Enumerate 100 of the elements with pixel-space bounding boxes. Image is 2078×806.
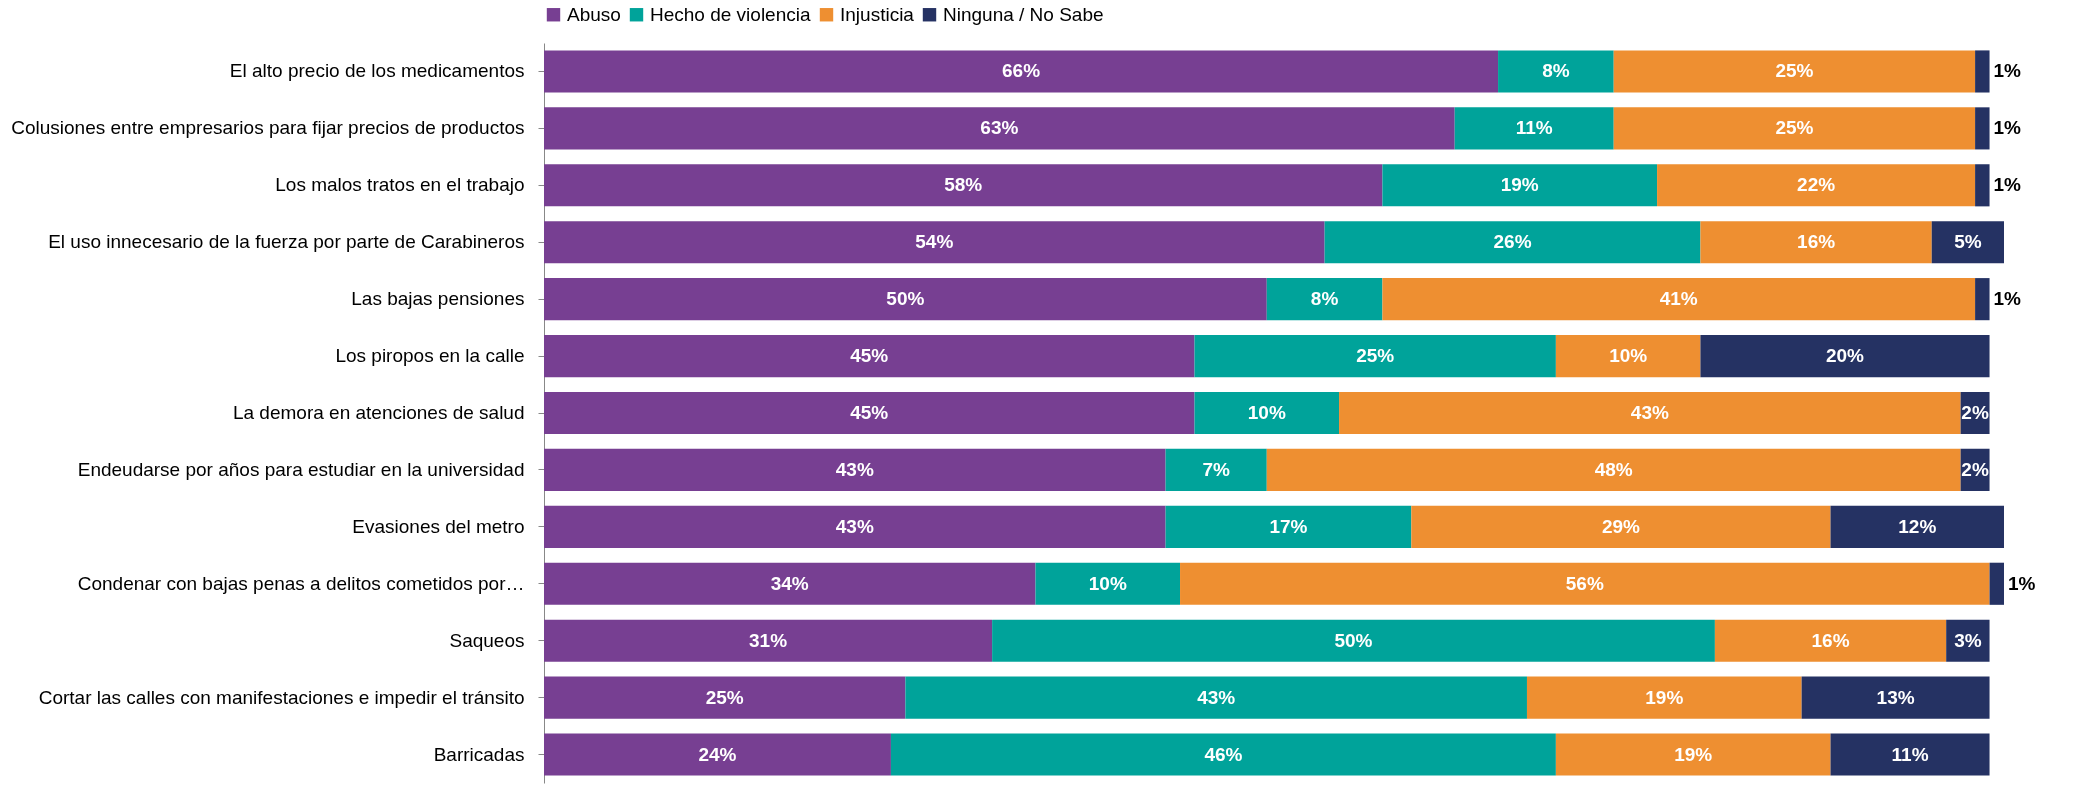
bar (1165, 448, 1267, 491)
bar (544, 107, 1455, 150)
bar (1801, 676, 1990, 719)
bar (1931, 221, 2004, 264)
data-label: 10% (1088, 572, 1127, 594)
data-label: 19% (1674, 743, 1713, 765)
bar (544, 676, 906, 719)
bar (1454, 107, 1614, 150)
bar (544, 448, 1166, 491)
bar (1613, 107, 1976, 150)
bar (1382, 164, 1658, 207)
data-label: 22% (1797, 174, 1836, 196)
data-label: 31% (749, 629, 788, 651)
data-label: 2% (1961, 402, 1989, 423)
data-label: 25% (1356, 345, 1395, 367)
bar (1555, 335, 1701, 378)
y-tick-label: El alto precio de los medicamentos (229, 60, 525, 82)
data-label: 16% (1811, 629, 1850, 651)
bar (1194, 391, 1340, 435)
y-tick-label: Cortar las calles con manifestaciones e impedir el tránsito (38, 686, 525, 708)
bar (1266, 278, 1383, 321)
data-label: 48% (1594, 458, 1633, 480)
bar (1975, 107, 1990, 150)
y-tick-label: Los piropos en la calle (335, 345, 525, 367)
legend-label: Abuso (567, 3, 621, 25)
data-label: 25% (1775, 117, 1814, 139)
y-tick-label: Evasiones del metro (352, 515, 525, 537)
bar (544, 733, 891, 776)
data-label: 8% (1310, 288, 1339, 310)
data-label: 11% (1515, 117, 1553, 139)
legend-label: Hecho de violencia (650, 3, 811, 25)
bar (544, 50, 1499, 93)
bar (1382, 278, 1976, 321)
bar (544, 391, 1195, 435)
data-label: 19% (1645, 686, 1684, 708)
bar (544, 278, 1267, 321)
bar (1180, 562, 1990, 605)
bar (1526, 676, 1802, 719)
bar (544, 562, 1036, 605)
data-label: 1% (1993, 174, 2022, 196)
bar (1975, 278, 1990, 321)
data-label: 66% (1002, 60, 1041, 82)
data-label: 43% (835, 515, 874, 537)
bar (1165, 505, 1412, 548)
data-label: 34% (770, 572, 809, 594)
data-label: 50% (886, 288, 925, 310)
data-label: 3% (1954, 629, 1982, 651)
data-label: 45% (850, 345, 889, 367)
data-label: 5% (1954, 231, 1982, 253)
data-label: 50% (1334, 629, 1373, 651)
bar (1975, 164, 1990, 207)
data-label: 1% (2008, 572, 2036, 594)
bar (544, 335, 1195, 378)
legend-label: Injusticia (840, 3, 915, 25)
bar (1324, 221, 1701, 264)
data-label: 7% (1202, 458, 1231, 480)
data-label: 56% (1565, 572, 1604, 594)
bar (1830, 505, 2004, 548)
y-tick-label: Colusiones entre empresarios para fijar precios de productos (11, 117, 525, 139)
data-label: 1% (1993, 60, 2022, 82)
data-label: 11% (1891, 743, 1929, 765)
y-tick-label: Saqueos (449, 629, 525, 651)
legend-label: Ninguna / No Sabe (943, 3, 1104, 25)
data-label: 29% (1601, 515, 1641, 537)
data-label: 19% (1500, 174, 1539, 196)
data-label: 43% (835, 458, 874, 480)
bar (1989, 562, 2004, 605)
bar (890, 733, 1556, 776)
bar (1700, 221, 1932, 264)
data-label: 25% (1775, 60, 1814, 82)
data-label: 54% (915, 231, 954, 253)
bar (1975, 50, 1990, 93)
bar (1339, 391, 1961, 435)
bar (1657, 164, 1976, 207)
bar (544, 221, 1325, 264)
bar (544, 619, 993, 662)
data-label: 25% (705, 686, 744, 708)
data-label: 20% (1825, 345, 1865, 367)
data-label: 24% (698, 743, 737, 765)
data-label: 46% (1204, 743, 1243, 765)
data-label: 17% (1269, 515, 1308, 537)
bar (1498, 50, 1614, 93)
y-tick-label: El uso innecesario de la fuerza por parte de Carabineros (48, 231, 525, 253)
bar (1411, 505, 1831, 548)
data-label: 8% (1542, 60, 1570, 82)
bar (1194, 335, 1556, 378)
data-label: 58% (944, 174, 983, 196)
y-tick-label: Endeudarse por años para estudiar en la universidad (77, 458, 525, 480)
data-label: 45% (850, 402, 889, 423)
data-label: 1% (1993, 117, 2022, 139)
y-tick-label: Las bajas pensiones (351, 288, 525, 310)
data-label: 12% (1898, 515, 1937, 537)
bar (1714, 619, 1947, 662)
bar (1613, 50, 1976, 93)
data-label: 43% (1630, 402, 1669, 423)
bar (1266, 448, 1961, 491)
bar (992, 619, 1715, 662)
data-label: 16% (1797, 231, 1836, 253)
data-label: 26% (1493, 231, 1532, 253)
y-tick-label: La demora en atenciones de salud (232, 402, 525, 423)
